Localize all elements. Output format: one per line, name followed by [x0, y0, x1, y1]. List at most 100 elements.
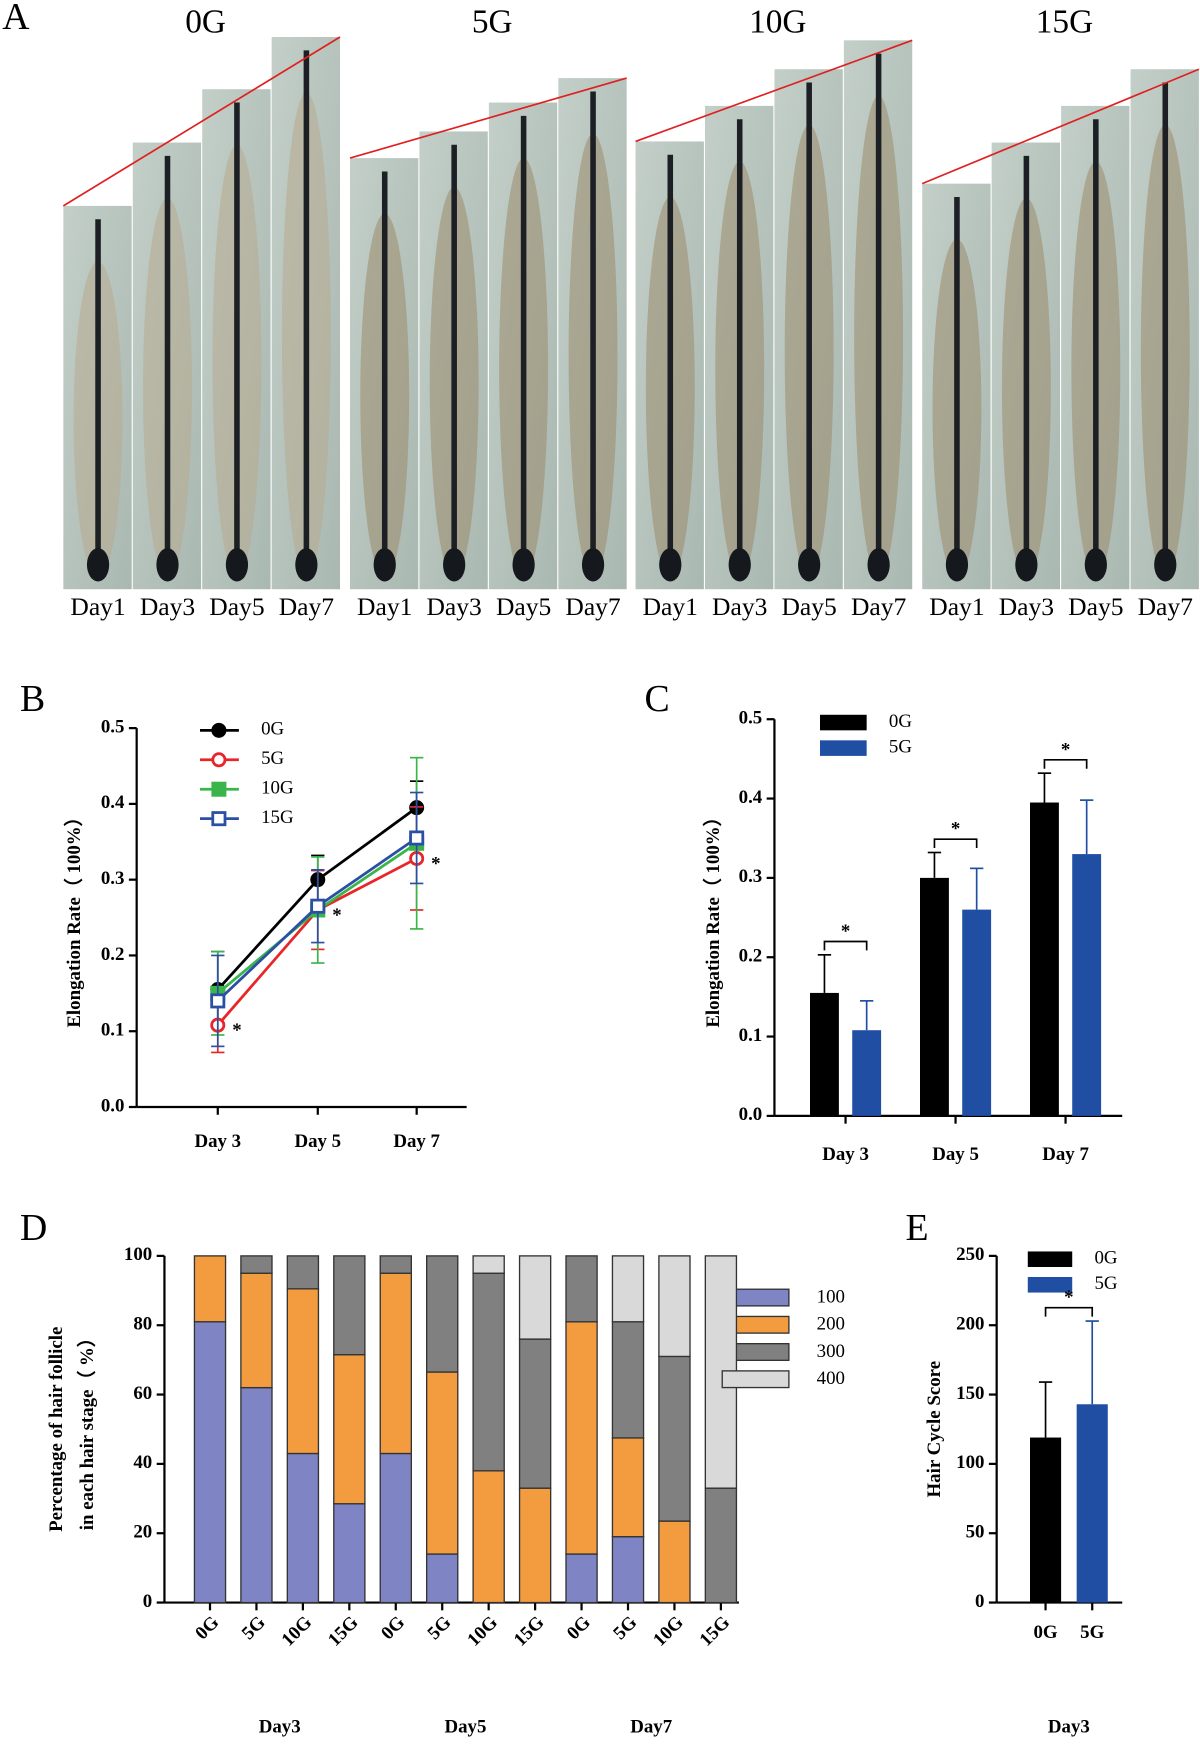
- bar: [1030, 1437, 1062, 1603]
- hair-bulb: [225, 548, 249, 582]
- hair-bulb: [512, 548, 535, 582]
- significance: *: [332, 905, 341, 926]
- elongation-guide: [635, 39, 913, 143]
- panel-label: C: [644, 678, 669, 720]
- legend-swatch: [721, 1370, 790, 1389]
- hair-bulb: [581, 548, 605, 582]
- point: [210, 993, 226, 1009]
- y-tick-label: 0.0: [101, 1095, 125, 1116]
- y-tick-label: 0.5: [739, 708, 763, 729]
- y-axis-label: Hair Cycle Score: [924, 1361, 945, 1498]
- y-tick-label: 60: [133, 1383, 152, 1404]
- bar-segment: [611, 1437, 645, 1538]
- hair-bulb: [945, 548, 969, 582]
- bar: [1072, 854, 1102, 1116]
- x-tick-label: Day 7: [1042, 1144, 1089, 1165]
- legend-label: 15G: [261, 807, 294, 828]
- bar-segment: [333, 1255, 366, 1356]
- legend-label: 0G: [889, 711, 912, 732]
- y-tick-label: 0.3: [739, 866, 763, 887]
- y-tick-label: 0: [143, 1591, 152, 1612]
- legend-label: 10G: [261, 778, 294, 799]
- bar-segment: [193, 1255, 227, 1323]
- significance: *: [232, 1020, 241, 1041]
- y-tick-label: 100: [124, 1244, 152, 1265]
- bar-segment: [472, 1272, 505, 1472]
- bar: [962, 909, 992, 1116]
- significance: *: [841, 921, 850, 942]
- bar-segment: [518, 1487, 552, 1604]
- hair-bulb: [295, 548, 318, 582]
- y-axis-label: in each hair stage（ %）: [75, 1328, 98, 1530]
- legend-label: 100: [817, 1286, 845, 1307]
- bar-segment: [240, 1386, 273, 1604]
- y-tick-label: 40: [133, 1452, 152, 1473]
- panel-label: B: [20, 678, 45, 720]
- x-tick-label: Day3: [1048, 1716, 1090, 1737]
- bar-segment: [565, 1321, 598, 1555]
- panel-label: D: [20, 1207, 47, 1249]
- hair-bulb: [86, 548, 110, 582]
- x-tick-label: Day 3: [194, 1131, 241, 1152]
- y-tick-label: 50: [966, 1522, 985, 1543]
- bar-segment: [472, 1255, 505, 1274]
- y-tick-label: 0.2: [739, 946, 763, 967]
- significance: *: [431, 853, 440, 874]
- legend-label: 300: [817, 1341, 845, 1362]
- y-tick-label: 250: [956, 1244, 984, 1265]
- hair-bulb: [156, 548, 179, 582]
- bar-segment: [286, 1288, 320, 1455]
- bar-segment: [426, 1255, 459, 1373]
- group-label: Day3: [259, 1716, 301, 1737]
- day-label: Day3: [426, 592, 481, 621]
- bar: [810, 992, 839, 1116]
- legend-label: 5G: [889, 736, 912, 757]
- hair-bulb: [867, 548, 890, 582]
- x-tick-label: 15G: [510, 1612, 549, 1651]
- y-tick-label: 0.1: [739, 1025, 763, 1046]
- y-axis-label: Elongation Rate（ 100%）: [62, 807, 85, 1027]
- day-label: Day1: [643, 592, 698, 621]
- bar-segment: [518, 1255, 552, 1340]
- legend-marker: [211, 752, 227, 768]
- bar: [1076, 1404, 1108, 1603]
- day-label: Day7: [1138, 592, 1194, 621]
- x-tick-label: 5G: [609, 1612, 641, 1644]
- y-tick-label: 80: [133, 1314, 152, 1335]
- day-label: Day5: [781, 592, 836, 621]
- y-tick-label: 0.2: [101, 944, 125, 965]
- hair-bulb: [728, 548, 751, 582]
- hair-bulb: [443, 548, 466, 582]
- significance: *: [951, 819, 960, 840]
- significance-bracket: [823, 940, 868, 951]
- hair-bulb: [1154, 548, 1177, 582]
- legend-swatch: [1027, 1277, 1073, 1293]
- bar: [852, 1030, 882, 1116]
- significance-bracket: [1044, 1306, 1094, 1317]
- legend-swatch: [820, 740, 867, 756]
- bar-segment: [240, 1272, 273, 1389]
- bar: [920, 877, 949, 1116]
- day-label: Day1: [70, 592, 125, 621]
- x-tick-label: 15G: [324, 1612, 363, 1651]
- x-tick-label: Day 5: [932, 1144, 979, 1165]
- bar-segment: [472, 1470, 505, 1604]
- bar-segment: [426, 1371, 459, 1555]
- bar-segment: [379, 1272, 413, 1455]
- y-tick-label: 200: [956, 1314, 984, 1335]
- x-tick-label: 0G: [1033, 1622, 1057, 1643]
- panel-label: E: [906, 1207, 929, 1249]
- y-tick-label: 0.1: [101, 1020, 125, 1041]
- x-tick-label: 10G: [463, 1612, 502, 1651]
- group-label: 0G: [185, 3, 226, 40]
- hair-bulb: [659, 548, 682, 582]
- bar-segment: [333, 1354, 366, 1505]
- bar-segment: [565, 1255, 598, 1323]
- y-tick-label: 0.5: [101, 716, 125, 737]
- legend-label: 400: [817, 1368, 845, 1389]
- legend-marker: [211, 811, 227, 827]
- bar-segment: [565, 1553, 598, 1604]
- day-label: Day7: [851, 592, 907, 621]
- bar-segment: [658, 1355, 691, 1522]
- y-tick-label: 20: [133, 1522, 152, 1543]
